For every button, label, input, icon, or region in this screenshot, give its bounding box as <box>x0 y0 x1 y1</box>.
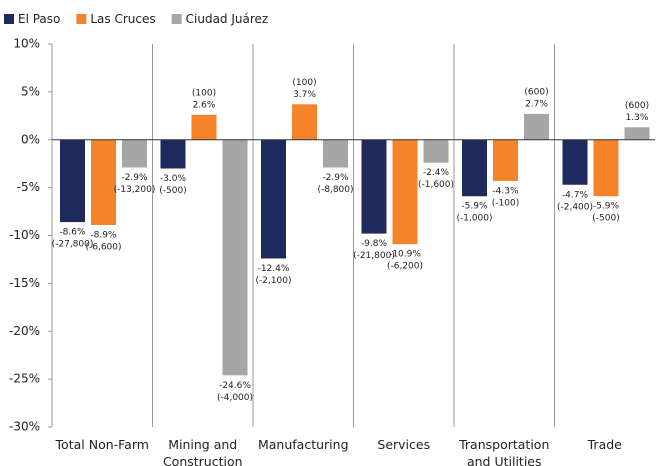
legend-swatch <box>171 14 182 24</box>
job-label: (600) <box>625 101 649 111</box>
bar <box>323 139 348 168</box>
y-tick-label: -15% <box>9 276 40 290</box>
legend-label: Las Cruces <box>90 12 155 26</box>
data-label: -4.3% <box>492 186 519 196</box>
job-label: (-6,600) <box>85 242 121 252</box>
data-label: -4.7% <box>562 190 589 200</box>
job-label: (-13,200) <box>114 185 156 195</box>
data-label: -24.6% <box>219 381 251 391</box>
bar <box>261 139 286 259</box>
x-tick-label: Services <box>377 437 431 452</box>
y-tick-label: -25% <box>9 372 40 386</box>
legend-label: El Paso <box>18 12 60 26</box>
data-label: -10.9% <box>389 250 421 260</box>
job-label: (-500) <box>592 214 619 224</box>
legend-label: Ciudad Juárez <box>186 12 269 26</box>
bar <box>91 139 116 225</box>
x-tick-label: Trade <box>587 437 622 452</box>
data-label: -9.8% <box>361 239 388 249</box>
bar <box>222 139 248 376</box>
job-label: (100) <box>292 78 316 88</box>
job-label: (-2,100) <box>255 276 291 286</box>
bar <box>160 139 186 169</box>
data-label: -5.9% <box>461 202 488 212</box>
y-tick-label: -30% <box>9 420 40 434</box>
data-label: -2.4% <box>423 168 450 178</box>
y-tick-label: -20% <box>9 324 40 338</box>
job-label: (-6,200) <box>387 262 423 272</box>
bar <box>191 114 217 140</box>
job-label: (600) <box>524 87 548 97</box>
y-tick-label: -10% <box>9 228 40 242</box>
data-label: -3.0% <box>160 174 187 184</box>
bar <box>562 139 588 185</box>
job-label: (-8,800) <box>317 185 353 195</box>
x-tick-label: Manufacturing <box>257 437 349 452</box>
job-label: (100) <box>192 88 216 98</box>
y-tick-label: -5% <box>17 180 40 194</box>
legend-swatch <box>76 14 87 24</box>
bar <box>624 127 650 140</box>
data-label: -8.6% <box>59 228 86 238</box>
y-tick-label: 10% <box>13 37 40 51</box>
x-tick-label: Transportation and Utilities <box>459 437 550 466</box>
bar <box>60 139 85 223</box>
data-label: -12.4% <box>258 264 290 274</box>
data-label: -2.9% <box>121 173 148 183</box>
job-label: (-1,600) <box>418 180 454 190</box>
job-label: (-27,800) <box>52 240 94 250</box>
y-tick-label: 0% <box>21 132 40 146</box>
bar <box>122 139 147 168</box>
job-label: (-1,000) <box>456 214 492 224</box>
job-label: (-21,800) <box>353 251 395 261</box>
bar <box>593 139 619 197</box>
data-label: 2.7% <box>525 99 548 109</box>
y-tick-label: 5% <box>21 84 40 98</box>
data-label: -5.9% <box>593 202 620 212</box>
x-tick-label: Total Non-Farm <box>55 437 149 452</box>
job-label: (-4,000) <box>217 393 253 403</box>
legend-swatch <box>4 14 14 24</box>
bar <box>462 139 487 197</box>
x-tick-label: Mining and Construction <box>162 437 243 466</box>
bar <box>392 139 418 245</box>
data-label: 3.7% <box>293 90 316 100</box>
data-label: -2.9% <box>322 173 349 183</box>
job-label: (-500) <box>159 186 186 196</box>
job-label: (-2,400) <box>557 202 593 212</box>
data-label: 2.6% <box>193 100 216 110</box>
job-label: (-100) <box>492 198 519 208</box>
data-label: 1.3% <box>626 113 649 123</box>
data-label: -8.9% <box>90 230 117 240</box>
bar <box>423 139 449 163</box>
bar <box>524 113 549 140</box>
bar <box>361 139 387 234</box>
bar <box>493 139 518 181</box>
bar <box>292 104 317 140</box>
